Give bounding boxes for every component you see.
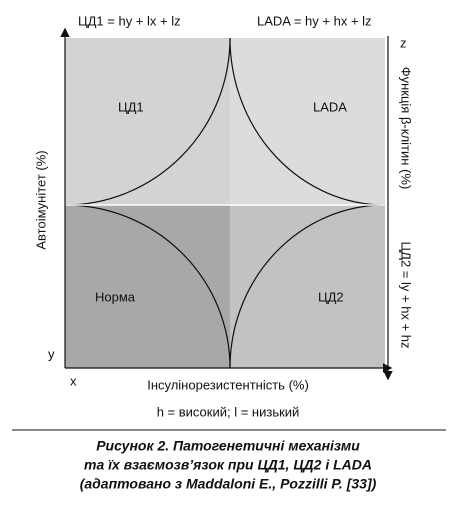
axis-letter: x — [70, 373, 77, 388]
formula: LADA = hy + hx + lz — [257, 13, 372, 28]
axis-label: Інсулінорезистентність (%) — [147, 377, 309, 392]
axis-letter: z — [400, 35, 407, 50]
axis-label: Автоімунітет (%) — [33, 150, 48, 249]
caption: та їх взаємозв’язок при ЦД1, ЦД2 і LADA — [84, 457, 372, 473]
formula: ЦД2 = ly + hx + hz — [399, 242, 414, 349]
quadrant-bg — [230, 205, 385, 368]
axis-label: Функція β-клітин (%) — [399, 67, 414, 190]
quadrant-bg — [65, 38, 230, 205]
quadrant-bg — [65, 205, 230, 368]
legend: h = високий; l = низький — [157, 404, 300, 419]
caption: Рисунок 2. Патогенетичні механізми — [96, 438, 360, 454]
quadrant-label: Норма — [95, 289, 136, 304]
quadrant-label: ЦД1 — [118, 99, 144, 114]
arcs — [64, 37, 386, 369]
quadrant-label: ЦД2 — [318, 289, 344, 304]
formula: ЦД1 = hy + lx + lz — [78, 13, 181, 28]
quadrant-bg — [230, 38, 385, 205]
axis-letter: y — [48, 346, 55, 361]
quadrant-label: LADA — [313, 99, 347, 114]
caption: (адаптовано з Maddaloni E., Pozzilli P. … — [80, 476, 377, 492]
